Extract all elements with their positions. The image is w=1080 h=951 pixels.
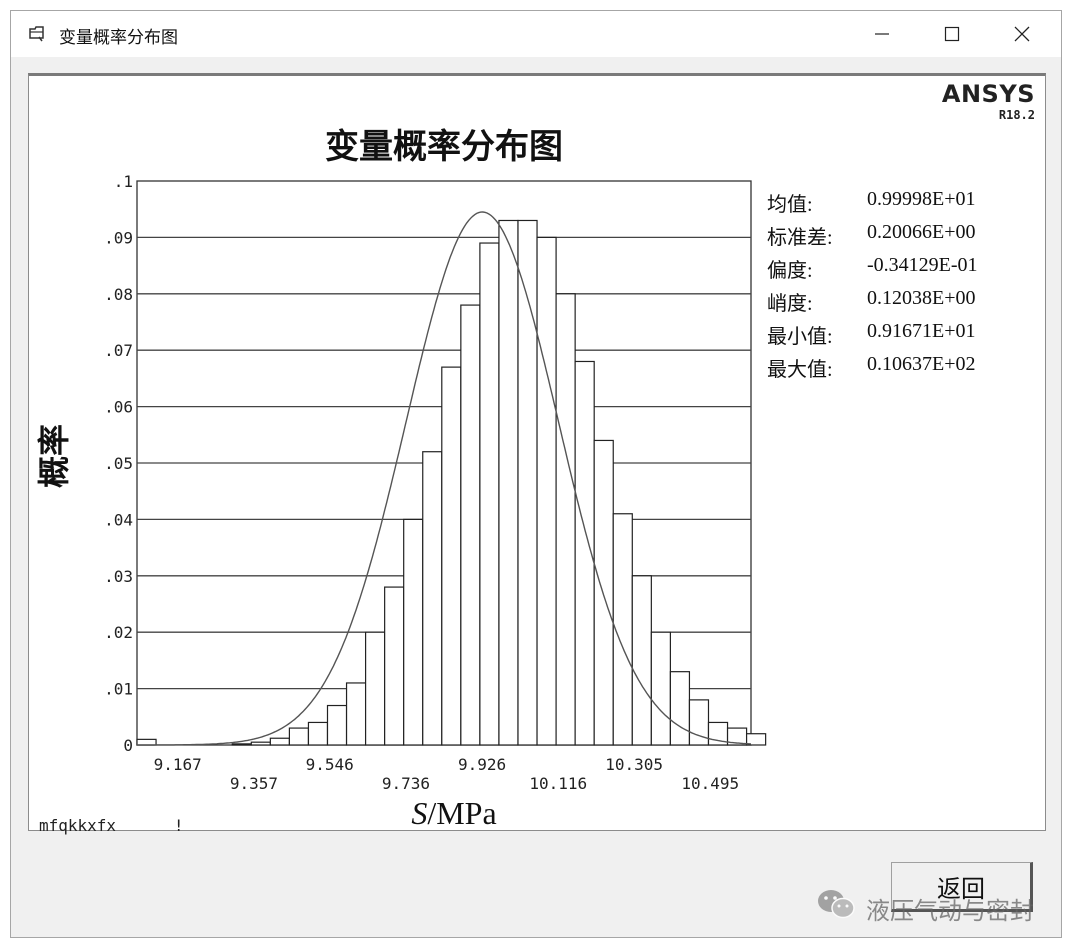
histogram-bar — [364, 631, 386, 746]
x-axis-title-symbol: S — [411, 795, 427, 831]
histogram-bar — [345, 682, 367, 746]
x-tick-label: 9.546 — [306, 755, 354, 774]
histogram-bar — [498, 219, 519, 746]
stat-label: 偏度: — [767, 260, 813, 282]
stat-value: 0.10637E+02 — [867, 353, 976, 375]
histogram-bar — [460, 304, 481, 746]
histogram-bar — [231, 743, 252, 746]
fit-curve — [137, 211, 752, 746]
y-tick-label: .01 — [104, 680, 133, 699]
app-window: 变量概率分布图 变量概率分布图 0 .01 .02 .03 .04 .05 .06 .07 .08… — [10, 10, 1062, 938]
histogram-bar — [307, 721, 329, 746]
maximize-button[interactable] — [924, 11, 980, 57]
histogram-bar — [250, 741, 271, 746]
histogram-bar — [479, 242, 500, 746]
histogram-bar — [403, 518, 424, 746]
ansys-logo: ANSYS — [941, 80, 1035, 108]
histogram-bar — [669, 671, 691, 746]
y-tick-label: .05 — [104, 454, 133, 473]
histogram-bar — [650, 631, 671, 746]
x-tick-label: 9.926 — [458, 755, 506, 774]
window-title: 变量概率分布图 — [59, 28, 178, 48]
stat-row: 最小值: 0.91671E+01 — [767, 320, 978, 353]
stat-label: 峭度: — [767, 293, 813, 315]
y-tick-label: .09 — [104, 228, 133, 247]
stat-value: -0.34129E-01 — [867, 254, 978, 276]
status-text: mfqkkxfx ! — [39, 816, 184, 835]
y-tick-label: .04 — [104, 510, 133, 529]
stat-row: 峭度: 0.12038E+00 — [767, 287, 978, 320]
stat-row: 最大值: 0.10637E+02 — [767, 353, 978, 386]
close-icon — [1014, 26, 1030, 42]
statistics-panel: 均值: 0.99998E+01 标准差: 0.20066E+00 偏度: -0.34129… — [767, 188, 978, 386]
maximize-icon — [944, 26, 960, 42]
back-button[interactable]: 返回 — [891, 862, 1033, 912]
chart-panel: 变量概率分布图 0 .01 .02 .03 .04 .05 .06 .07 .08 .09 .1 9.1… — [28, 73, 1046, 835]
y-tick-label: .07 — [104, 341, 133, 360]
x-tick-label: 9.736 — [382, 774, 430, 793]
ansys-version: R18.2 — [998, 108, 1035, 122]
chart-title: 变量概率分布图 — [325, 127, 563, 167]
histogram-bar — [269, 737, 290, 746]
histogram-bar — [326, 704, 348, 746]
histogram-bar — [136, 738, 157, 746]
watermark: 液压气动与密封 — [816, 888, 1034, 928]
watermark-text: 液压气动与密封 — [866, 896, 1034, 925]
y-tick-label: .08 — [104, 285, 133, 304]
title-bar: 变量概率分布图 — [11, 11, 1061, 57]
x-axis-title: S/MPa — [411, 795, 496, 831]
stat-row: 偏度: -0.34129E-01 — [767, 254, 978, 287]
histogram-bar — [555, 293, 576, 746]
x-tick-label: 9.167 — [154, 755, 202, 774]
y-axis-title: 概率 — [36, 424, 72, 488]
x-tick-label: 10.305 — [605, 755, 663, 774]
ansys-branding: ANSYS R18.2 — [942, 82, 1035, 121]
stat-label: 最大值: — [767, 359, 833, 381]
y-tick-label: .06 — [104, 398, 133, 417]
y-tick-label: 0 — [123, 736, 133, 755]
button-area: 返回 液压气动与密封 — [11, 836, 1061, 936]
histogram-bar — [631, 575, 652, 746]
histogram-bar — [422, 451, 443, 746]
stat-value: 0.12038E+00 — [867, 287, 976, 309]
histogram-bar — [536, 236, 557, 746]
close-button[interactable] — [994, 11, 1050, 57]
x-tick-label: 10.495 — [681, 774, 739, 793]
stat-label: 最小值: — [767, 326, 833, 348]
histogram-bar — [288, 727, 310, 746]
y-tick-label: .02 — [104, 623, 133, 642]
stat-row: 标准差: 0.20066E+00 — [767, 221, 978, 254]
window-icon — [27, 24, 47, 44]
minimize-button[interactable] — [854, 11, 910, 57]
y-tick-label: .1 — [114, 172, 133, 191]
stat-row: 均值: 0.99998E+01 — [767, 188, 978, 221]
y-tick-label: .03 — [104, 567, 133, 586]
histogram-bar — [384, 586, 405, 746]
stat-value: 0.20066E+00 — [867, 221, 976, 243]
stat-label: 均值: — [767, 194, 813, 216]
stat-value: 0.91671E+01 — [867, 320, 976, 342]
x-tick-label: 10.116 — [529, 774, 587, 793]
wechat-icon — [816, 888, 856, 928]
minimize-icon — [875, 33, 889, 35]
histogram-bar — [593, 439, 614, 746]
histogram-bar — [745, 733, 767, 746]
stat-label: 标准差: — [767, 227, 833, 249]
stat-value: 0.99998E+01 — [867, 188, 976, 210]
histogram-bar — [441, 366, 462, 746]
x-axis-title-unit: /MPa — [427, 795, 496, 831]
x-tick-label: 9.357 — [230, 774, 278, 793]
distribution-chart: 变量概率分布图 0 .01 .02 .03 .04 .05 .06 .07 .08 .09 .1 9.1… — [36, 127, 767, 831]
